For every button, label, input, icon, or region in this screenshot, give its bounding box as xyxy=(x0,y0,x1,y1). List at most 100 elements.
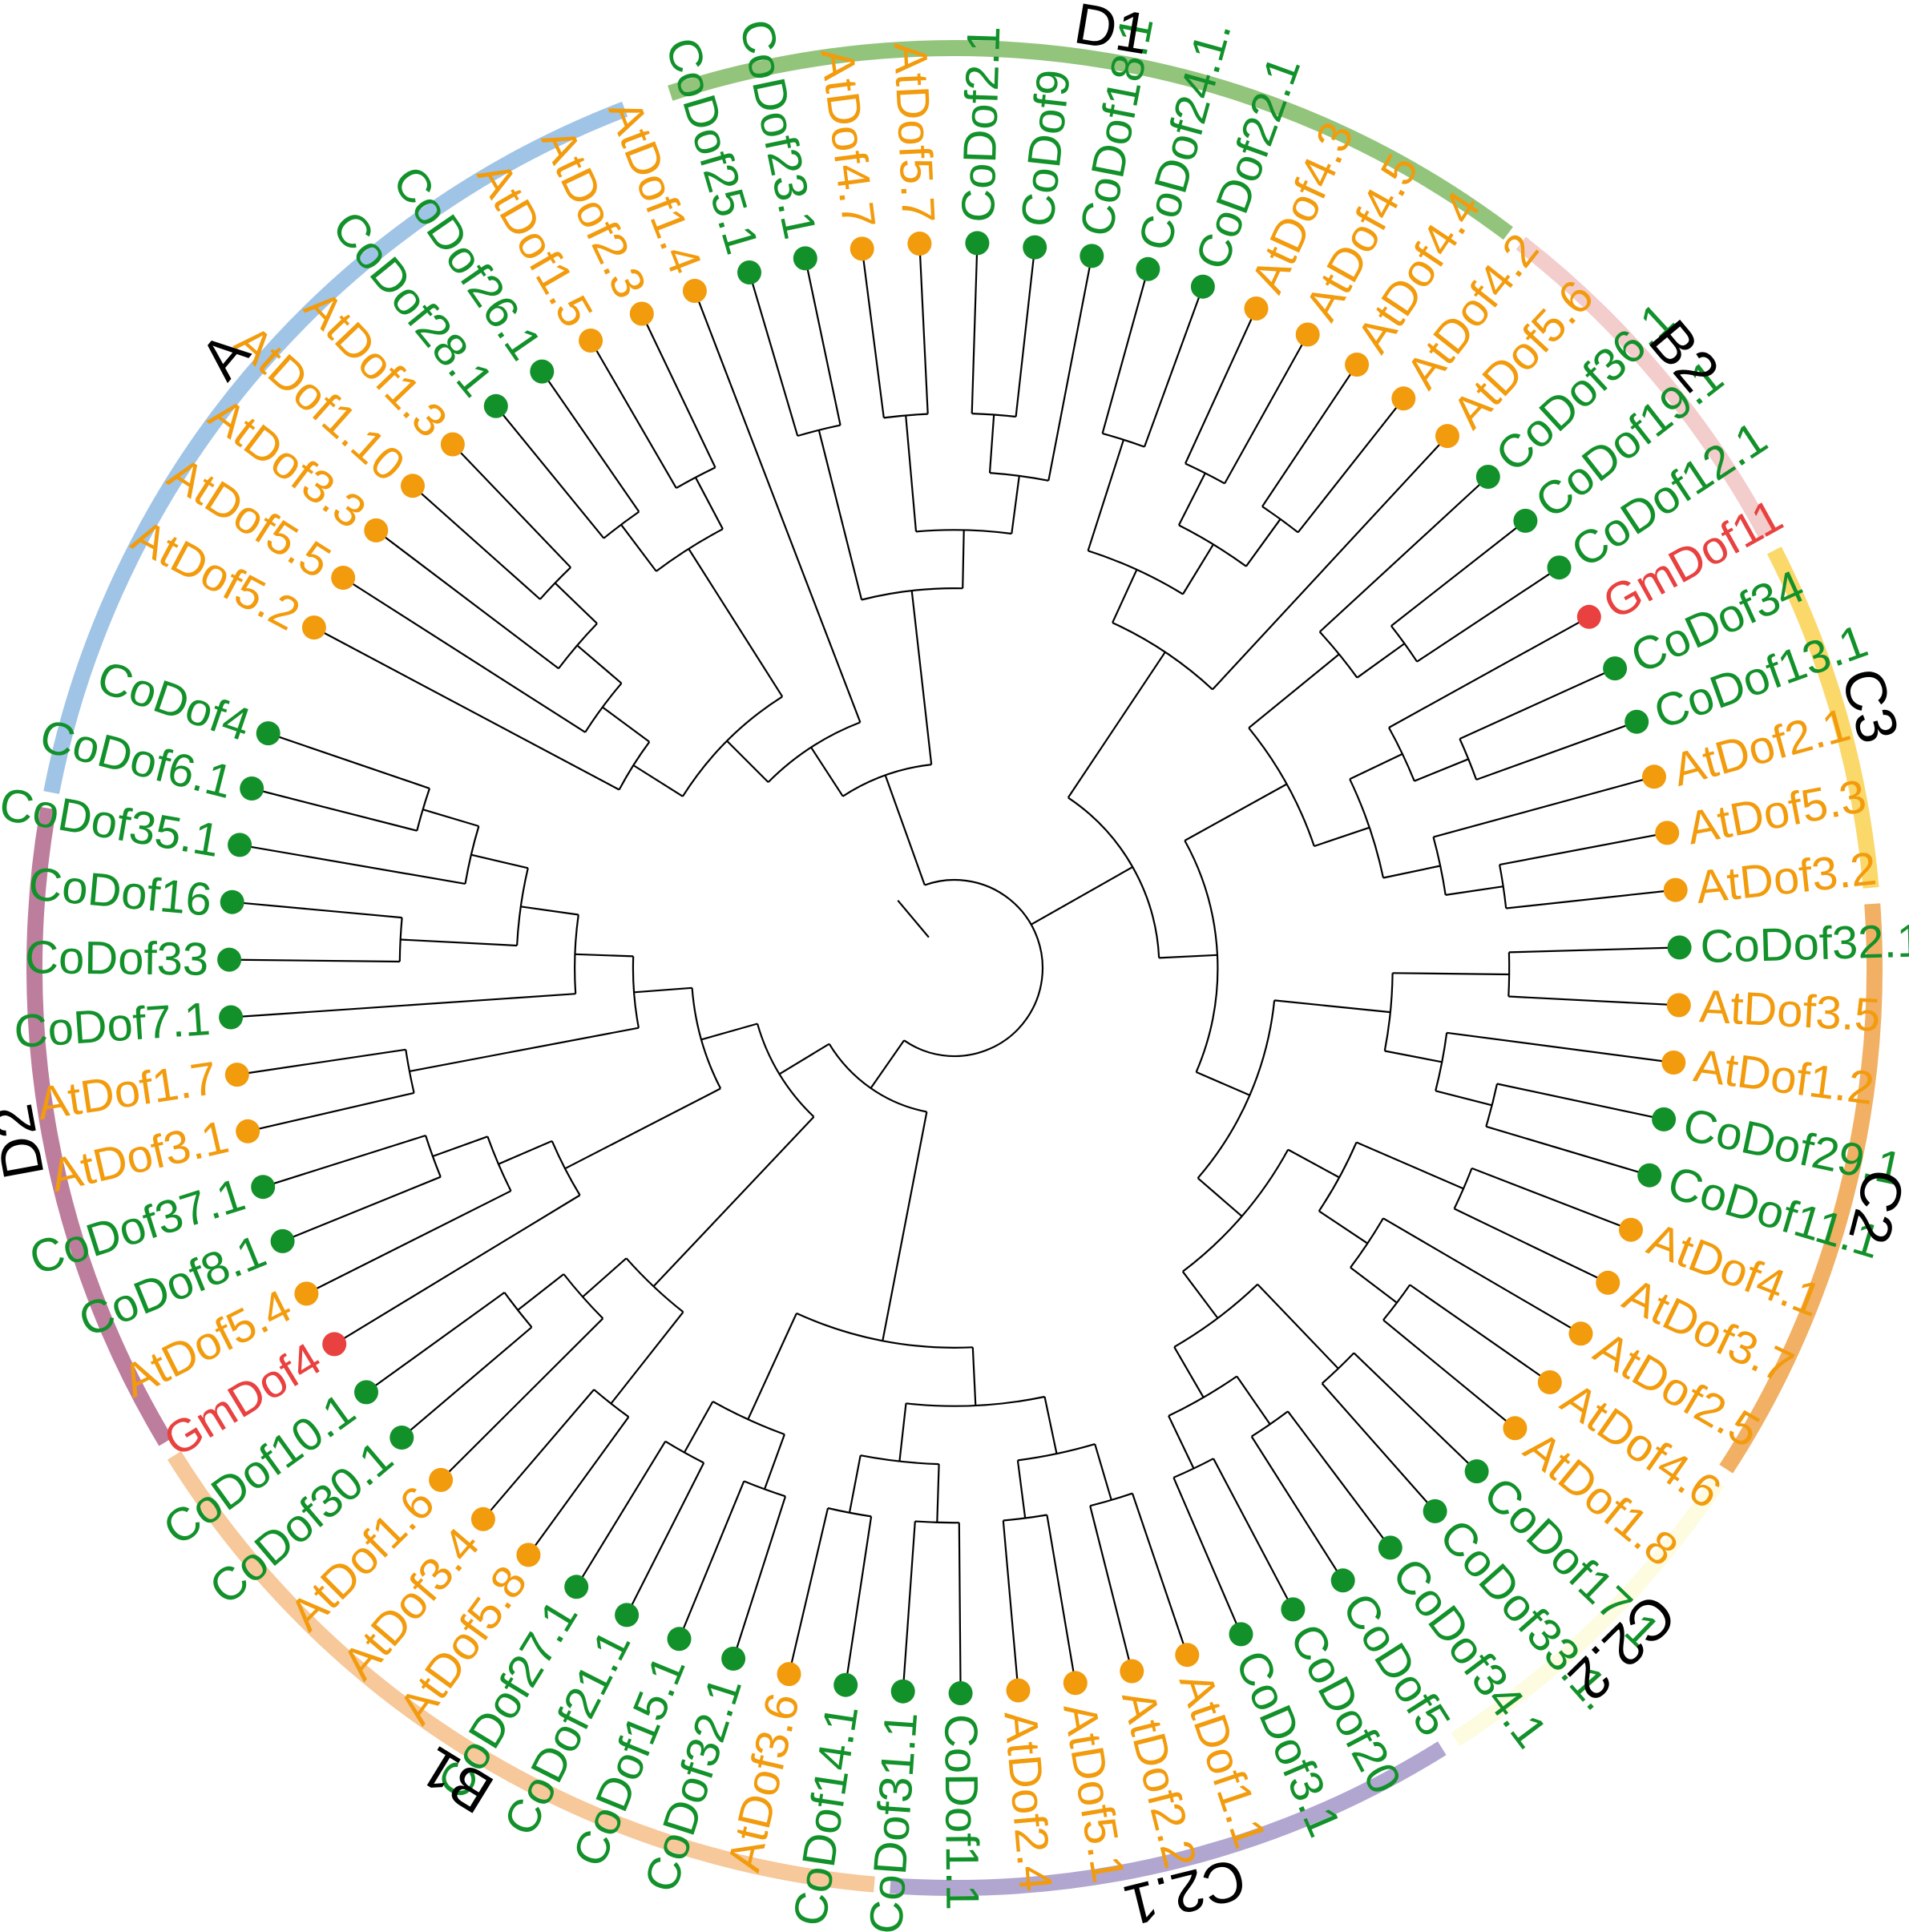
branch-200 xyxy=(498,1139,553,1165)
branch-142 xyxy=(1213,1458,1294,1610)
branch-104 xyxy=(1508,946,1680,954)
branch-13 xyxy=(576,644,623,684)
clade-arc-131 xyxy=(1321,1352,1355,1385)
leaf-dot-atdof3-7 xyxy=(1596,1270,1620,1295)
branch-212 xyxy=(236,1048,406,1076)
leaf-dot-codof22-1 xyxy=(1190,274,1215,299)
branch-47 xyxy=(971,243,979,414)
clade-arc-217 xyxy=(516,868,529,946)
branch-15 xyxy=(375,530,559,670)
branch-19 xyxy=(452,443,571,568)
leaf-label-atdof3-2: AtDof3.2 xyxy=(1693,842,1879,914)
clade-arc-116 xyxy=(1318,1142,1358,1212)
branch-228 xyxy=(268,732,430,789)
leaf-dot-atdof5-5 xyxy=(331,566,356,590)
leaf-dot-atdof2-2 xyxy=(1120,1659,1144,1684)
branch-48 xyxy=(1015,247,1036,417)
leaf-dot-atdof1-7 xyxy=(224,1063,249,1087)
leaf-dot-atdof4-5 xyxy=(1295,322,1320,347)
leaf-dot-atdof3-4 xyxy=(470,1506,495,1531)
clade-arc-74 xyxy=(1248,727,1315,847)
leaf-dot-codof21-1 xyxy=(615,1603,640,1627)
clade-arc-101 xyxy=(1383,973,1394,1051)
leaf-dot-atdof1-5 xyxy=(579,329,603,353)
branch-81 xyxy=(1416,567,1560,663)
branch-218 xyxy=(400,938,518,947)
branch-199 xyxy=(333,1194,581,1345)
clade-arc-181 xyxy=(757,1023,815,1118)
branch-64 xyxy=(1184,308,1257,464)
leaf-dot-codof3-1 xyxy=(1229,1622,1253,1647)
leaf-dot-codof26-1 xyxy=(530,359,555,384)
clade-arc-110 xyxy=(1485,1083,1499,1127)
branch-187 xyxy=(482,1389,595,1520)
branch-127 xyxy=(1382,1319,1516,1430)
clade-arc-145 xyxy=(828,1043,927,1113)
clade-arc-167 xyxy=(827,1506,872,1518)
clade-arc-61 xyxy=(1178,524,1247,567)
branch-90 xyxy=(1475,720,1637,781)
clade-arc-51 xyxy=(1068,797,1160,958)
clade-arc-177 xyxy=(664,1440,704,1464)
leaf-dot-codof15-1 xyxy=(667,1627,692,1652)
leaf-dot-codof6-1 xyxy=(240,776,264,801)
leaf-dot-codof11-1 xyxy=(1637,1163,1662,1188)
leaf-dot-codof24-1 xyxy=(1136,256,1160,281)
branch-80 xyxy=(1390,520,1527,627)
clade-arc-53 xyxy=(1112,622,1213,691)
leaf-label-codof9: CoDof9 xyxy=(1011,67,1080,230)
leaf-label-atdof3-5: AtDof3.5 xyxy=(1698,980,1882,1041)
leaf-dot-atdof2-5 xyxy=(1568,1321,1593,1346)
branch-224 xyxy=(239,844,466,885)
branch-42 xyxy=(918,243,929,414)
branch-220 xyxy=(229,958,400,963)
branch-216 xyxy=(520,905,579,916)
branch-207 xyxy=(633,986,692,994)
branch-143 xyxy=(1172,1477,1242,1635)
branch-54 xyxy=(1112,569,1138,623)
leaf-dot-atdof1-2 xyxy=(1661,1051,1686,1075)
clade-arc-34 xyxy=(797,424,841,438)
branch-168 xyxy=(845,1516,873,1685)
branch-50 xyxy=(1031,865,1133,926)
leaf-dot-codof19-1 xyxy=(1513,508,1538,533)
leaf-dot-codof34-1 xyxy=(1378,1535,1402,1560)
leaf-dot-codof33 xyxy=(217,947,242,972)
leaf-label-atdof2-4: AtDof2.4 xyxy=(994,1709,1062,1894)
branch-148 xyxy=(971,1347,977,1406)
branch-26 xyxy=(694,477,724,530)
leaf-dot-codof16 xyxy=(220,889,244,914)
branch-211 xyxy=(247,1091,414,1132)
branch-169 xyxy=(788,1507,829,1675)
leaf-label-atdof1-2: AtDof1.2 xyxy=(1691,1039,1877,1115)
clade-arc-118 xyxy=(1453,1168,1473,1209)
branch-150 xyxy=(1043,1396,1058,1454)
branch-82 xyxy=(1314,826,1370,848)
branch-31 xyxy=(910,590,933,765)
branch-146 xyxy=(882,1111,928,1341)
branch-162 xyxy=(936,1464,940,1523)
branch-109 xyxy=(1435,1090,1492,1107)
leaf-dot-atdof5-2 xyxy=(301,615,326,640)
clade-arc-8 xyxy=(618,741,651,791)
branch-188 xyxy=(582,1257,628,1298)
group-arc-b1 xyxy=(167,1450,875,1893)
branch-227 xyxy=(251,787,418,832)
clade-arc-38 xyxy=(915,529,1012,535)
clade-arc-149 xyxy=(906,1395,1045,1407)
branch-12 xyxy=(342,577,586,733)
leaf-dot-atdof4-1 xyxy=(1619,1217,1643,1242)
clade-arc-103 xyxy=(1507,952,1511,997)
branch-96 xyxy=(1499,832,1668,866)
branch-97 xyxy=(1506,889,1676,910)
branch-119 xyxy=(1471,1167,1632,1231)
branch-120 xyxy=(1454,1208,1608,1284)
clade-arc-4 xyxy=(767,721,861,783)
clade-arc-72 xyxy=(1184,840,1219,1073)
branch-124 xyxy=(1350,1266,1398,1304)
leaf-dot-codof30-1 xyxy=(389,1426,414,1450)
branch-75 xyxy=(1248,653,1340,729)
clade-arc-27 xyxy=(676,466,716,490)
clade-arc-189 xyxy=(563,1273,604,1320)
